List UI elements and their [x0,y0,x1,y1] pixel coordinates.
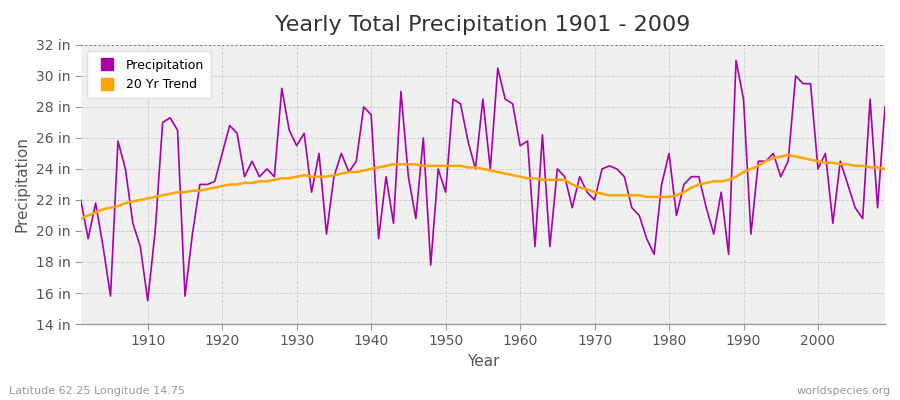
Y-axis label: Precipitation: Precipitation [15,136,30,232]
Legend: Precipitation, 20 Yr Trend: Precipitation, 20 Yr Trend [87,51,212,98]
Title: Yearly Total Precipitation 1901 - 2009: Yearly Total Precipitation 1901 - 2009 [275,15,690,35]
Text: Latitude 62.25 Longitude 14.75: Latitude 62.25 Longitude 14.75 [9,386,185,396]
Text: worldspecies.org: worldspecies.org [796,386,891,396]
X-axis label: Year: Year [466,354,500,369]
